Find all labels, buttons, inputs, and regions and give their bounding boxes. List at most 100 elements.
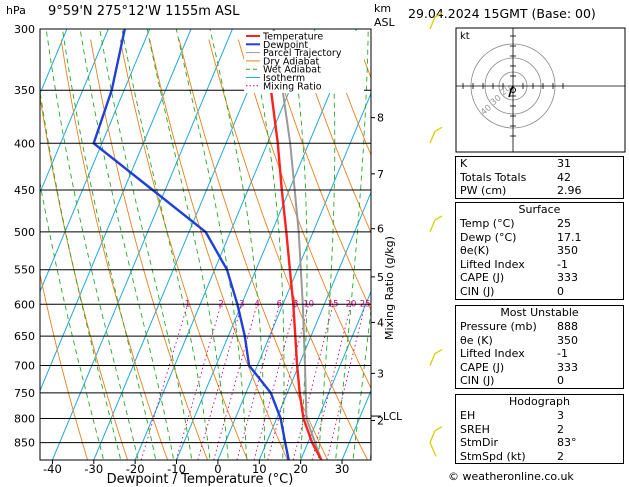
lcl-label: LCL — [383, 411, 402, 423]
temperature-line — [269, 90, 323, 460]
index-label: Totals Totals — [460, 170, 527, 184]
plot-frame — [39, 28, 372, 461]
km-tick-label: 4 — [377, 316, 384, 329]
pressure-tick-label: 500 — [14, 226, 35, 239]
parcel-trajectory-line — [272, 29, 323, 460]
mixing-ratio-line — [267, 304, 310, 460]
pressure-tick-label: 850 — [14, 437, 35, 450]
wind-barb — [429, 430, 436, 443]
wind-barb — [429, 353, 436, 366]
location-title: 9°59'N 275°12'W 1155m ASL — [48, 4, 240, 19]
x-tick-label: -20 — [126, 462, 145, 476]
isotherm-line — [51, 29, 233, 460]
wind-barb — [429, 131, 436, 144]
index-value: 31 — [557, 157, 571, 170]
index-row: K 31 — [456, 157, 623, 171]
surface-row: CAPE (J) 333 — [456, 271, 623, 285]
hodograph-stat-row: SREH 2 — [456, 423, 623, 437]
wet-adiabat-line — [335, 29, 369, 460]
isotherm-line — [258, 191, 371, 460]
dry-adiabat-line — [237, 39, 371, 390]
legend-label: Temperature — [262, 32, 323, 43]
surface-label: CAPE (J) — [460, 271, 505, 285]
wind-barb-flag — [434, 348, 443, 355]
pressure-tick-label: 350 — [14, 84, 35, 97]
surface-value: 25 — [557, 217, 571, 230]
surface-row: Dewp (°C) 17.1 — [456, 231, 623, 245]
wind-barb-flag — [434, 215, 443, 221]
hodograph-stat-label: StmDir — [460, 436, 499, 450]
most-unstable-label: Lifted Index — [460, 347, 525, 361]
surface-row: Lifted Index -1 — [456, 258, 623, 272]
hodograph-stat-title: Hodograph — [509, 395, 570, 408]
surface-value: 17.1 — [557, 230, 582, 244]
wet-adiabat-line — [369, 449, 371, 460]
legend-label: Parcel Trajectory — [263, 48, 342, 59]
surface-label: θe(K) — [460, 244, 490, 258]
pressure-tick-label: 750 — [14, 387, 35, 400]
wet-adiabat-line — [248, 29, 285, 460]
most-unstable-box: Most Unstable Pressure (mb) 888 θe (K) 350 Li… — [455, 305, 624, 389]
km-tick-label: 3 — [377, 367, 384, 380]
most-unstable-row: Pressure (mb) 888 — [456, 320, 623, 334]
hodograph-unit-label: kt — [460, 31, 470, 42]
x-tick-label: -10 — [167, 462, 186, 476]
km-tick-label: 2 — [377, 415, 384, 428]
dry-adiabat-line — [149, 39, 288, 460]
most-unstable-value: 0 — [557, 374, 564, 388]
isotherm-line — [134, 29, 316, 460]
x-tick-label: 30 — [335, 462, 350, 476]
x-tick-label: -30 — [84, 462, 103, 476]
most-unstable-value: 333 — [557, 360, 578, 374]
surface-value: 333 — [557, 271, 578, 285]
most-unstable-label: CIN (J) — [460, 374, 495, 388]
legend-label: Dry Adiabat — [263, 56, 320, 67]
surface-label: Temp (°C) — [460, 217, 515, 230]
most-unstable-value: 350 — [557, 333, 578, 347]
altitude-unit-km: km — [374, 2, 392, 15]
storm-motion-marker — [510, 87, 516, 93]
km-tick-label: 5 — [377, 271, 384, 284]
hodograph-stat-label: SREH — [460, 422, 490, 436]
hodograph-stat-value: 3 — [557, 409, 564, 422]
km-tick-label: 7 — [377, 168, 384, 181]
mixing-ratio-line — [311, 304, 352, 460]
wet-adiabat-line — [79, 29, 175, 460]
x-tick-label: -40 — [43, 462, 62, 476]
most-unstable-value: -1 — [557, 347, 568, 361]
wet-adiabat-line — [61, 29, 157, 460]
pressure-tick-label: 450 — [14, 184, 35, 197]
hodograph-stat-value: 2 — [557, 422, 564, 436]
pressure-tick-label: 700 — [14, 360, 35, 373]
wet-adiabat-line — [40, 180, 105, 460]
x-tick-label: 10 — [252, 462, 267, 476]
hodograph-stat-row: StmDir 83° — [456, 436, 623, 450]
altitude-unit-label: km ASL — [374, 2, 395, 30]
dry-adiabat-line — [60, 39, 169, 460]
wet-adiabat-line — [146, 29, 229, 460]
surface-box: Surface Temp (°C) 25 Dewp (°C) 17.1 θe(K) 350 L… — [455, 202, 624, 300]
pressure-tick-label: 550 — [14, 264, 35, 277]
x-tick-label: 20 — [293, 462, 308, 476]
hodograph-stat-value: 2 — [557, 449, 564, 463]
x-axis-label: Dewpoint / Temperature (°C) — [106, 472, 294, 487]
isotherm-line — [40, 29, 151, 293]
most-unstable-label: Pressure (mb) — [460, 320, 537, 333]
surface-title: Surface — [518, 203, 561, 216]
wet-adiabat-line — [209, 29, 266, 460]
surface-value: 350 — [557, 244, 578, 258]
isotherm-line — [40, 29, 109, 194]
index-label: K — [460, 157, 468, 170]
pressure-tick-label: 800 — [14, 413, 35, 426]
mixing-ratio-axis-label: Mixing Ratio (g/kg) — [383, 236, 396, 340]
hodograph-stat-row: StmSpd (kt) 2 — [456, 450, 623, 464]
dry-adiabat-line — [40, 272, 89, 460]
surface-value: 0 — [557, 284, 564, 298]
dry-adiabat-line — [267, 39, 371, 312]
dry-adiabat-line — [40, 94, 129, 460]
x-tick-label: 0 — [214, 462, 221, 476]
pressure-tick-label: 600 — [14, 298, 35, 311]
copyright-footer[interactable]: © weatheronline.co.uk — [448, 470, 574, 483]
